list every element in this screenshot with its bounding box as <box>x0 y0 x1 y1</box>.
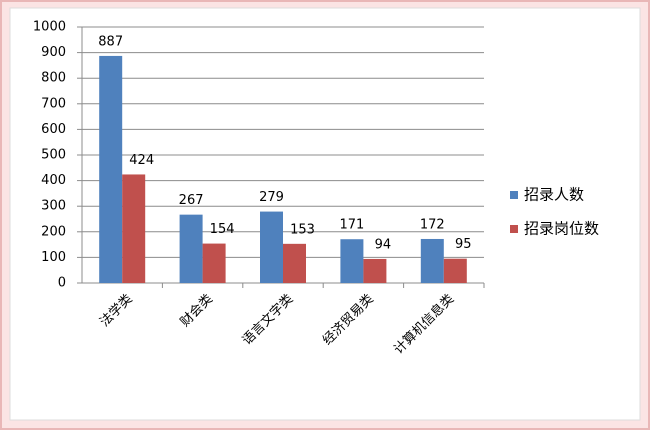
value-label: 172 <box>420 217 445 232</box>
bar <box>363 258 387 283</box>
bar <box>179 214 203 283</box>
y-tick-label: 700 <box>41 96 66 111</box>
value-label: 279 <box>259 190 284 205</box>
y-tick-label: 500 <box>41 148 66 163</box>
legend-label: 招录人数 <box>524 186 584 204</box>
bar <box>99 55 123 283</box>
legend-swatch <box>510 191 518 199</box>
legend-label: 招录岗位数 <box>524 220 599 238</box>
value-label: 154 <box>210 222 235 237</box>
y-tick-label: 600 <box>41 122 66 137</box>
bar <box>283 243 306 283</box>
y-tick-label: 1000 <box>33 20 66 35</box>
value-label: 424 <box>129 153 154 168</box>
value-label: 267 <box>179 193 204 208</box>
bar <box>443 258 467 283</box>
value-label: 153 <box>290 222 315 237</box>
value-label: 95 <box>455 237 472 252</box>
y-tick-label: 100 <box>41 250 66 265</box>
y-tick-label: 200 <box>41 224 66 239</box>
bar <box>122 174 146 283</box>
bar <box>260 211 283 283</box>
y-tick-label: 900 <box>41 45 66 60</box>
value-label: 94 <box>375 237 392 252</box>
bar <box>202 243 226 283</box>
legend-swatch <box>510 225 518 233</box>
y-tick-label: 300 <box>41 199 66 214</box>
bar <box>420 238 444 283</box>
y-tick-label: 400 <box>41 173 66 188</box>
y-tick-label: 0 <box>58 276 66 291</box>
y-tick-label: 800 <box>41 71 66 86</box>
value-label: 887 <box>98 34 123 49</box>
value-label: 171 <box>339 218 364 233</box>
bar <box>340 239 364 283</box>
